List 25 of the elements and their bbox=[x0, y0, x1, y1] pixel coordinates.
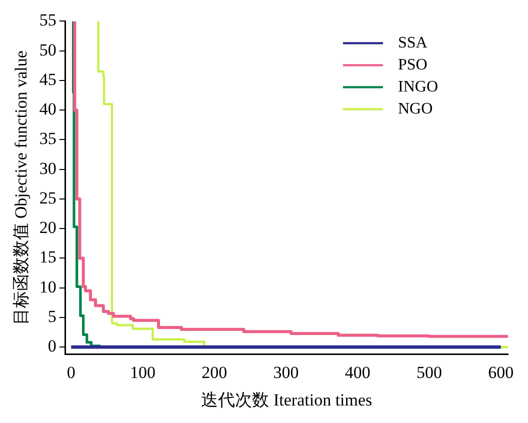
legend-label: INGO bbox=[398, 78, 438, 96]
y-tick-label: 30 bbox=[39, 158, 56, 178]
y-tick-label: 5 bbox=[48, 306, 56, 326]
legend-label: PSO bbox=[398, 56, 428, 74]
y-tick-label: 0 bbox=[48, 336, 56, 356]
x-tick-label: 0 bbox=[66, 362, 76, 382]
x-tick-label: 500 bbox=[416, 362, 442, 382]
x-tick-label: 100 bbox=[130, 362, 156, 382]
y-tick-label: 10 bbox=[39, 277, 56, 296]
x-tick-label: 200 bbox=[202, 362, 228, 382]
x-tick-label: 300 bbox=[273, 362, 299, 382]
y-axis-title: 目标函数数值 Objective function value bbox=[12, 50, 31, 325]
y-tick-label: 50 bbox=[39, 40, 56, 60]
y-tick-label: 35 bbox=[39, 129, 56, 148]
x-tick-label: 400 bbox=[344, 362, 370, 382]
y-tick-label: 55 bbox=[39, 10, 56, 30]
y-tick-label: 25 bbox=[39, 188, 56, 208]
x-axis-title: 迭代次数 Iteration times bbox=[201, 390, 372, 410]
y-tick-label: 40 bbox=[39, 100, 56, 119]
y-tick-label: 20 bbox=[39, 218, 56, 238]
legend-label: SSA bbox=[398, 34, 428, 52]
legend-label: NGO bbox=[398, 100, 433, 118]
y-tick-label: 15 bbox=[39, 248, 56, 267]
x-tick-label: 600 bbox=[488, 362, 514, 382]
y-tick-label: 45 bbox=[39, 70, 56, 89]
